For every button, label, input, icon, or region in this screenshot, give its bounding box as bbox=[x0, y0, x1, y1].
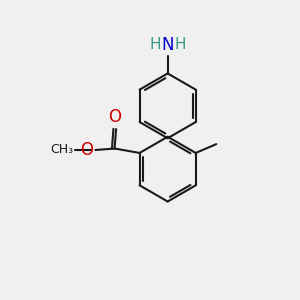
Text: N: N bbox=[161, 36, 174, 54]
Text: CH₃: CH₃ bbox=[50, 143, 74, 157]
Text: H: H bbox=[149, 37, 161, 52]
Text: O: O bbox=[80, 141, 93, 159]
Text: O: O bbox=[108, 108, 121, 126]
Text: H: H bbox=[174, 37, 186, 52]
